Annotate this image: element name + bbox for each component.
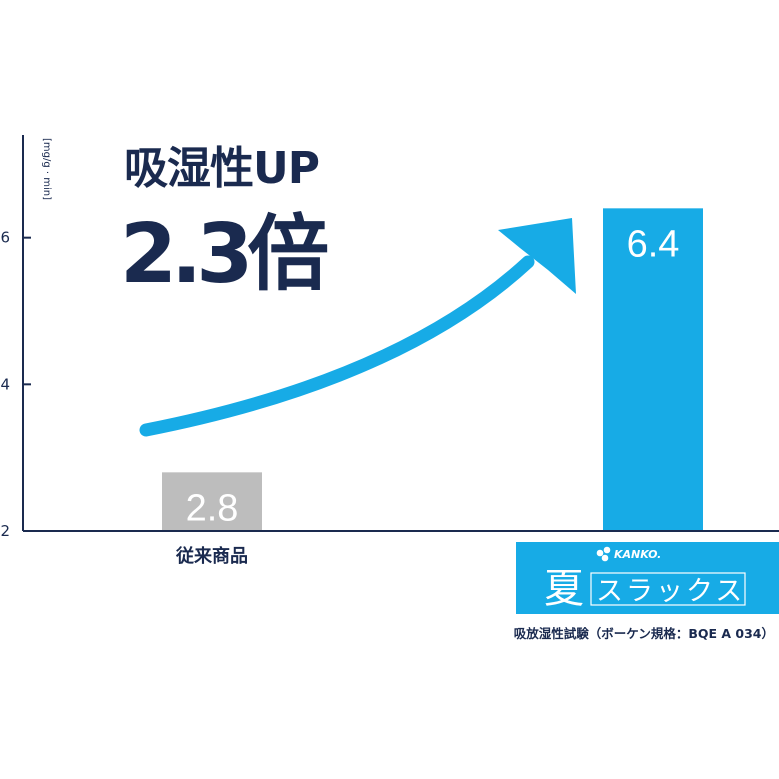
y-tick-label: 4: [0, 375, 10, 393]
kanko-logo-icon: [596, 546, 611, 562]
y-tick-label: 2: [0, 522, 10, 540]
category-label-conventional: 従来商品: [175, 545, 248, 567]
bar-value-label: 2.8: [186, 487, 239, 529]
brand-kana-frame: [590, 572, 746, 606]
brand-badge-bg: [516, 542, 779, 614]
y-tick-label: 6: [0, 229, 10, 247]
bar-summer-slacks: [603, 208, 703, 531]
bar-conventional: [162, 472, 262, 530]
y-ticks: 2 4 6: [0, 229, 31, 540]
brand-product-kana: スラックス: [596, 576, 745, 607]
headline-line-2: 2.3倍: [120, 207, 327, 302]
headline-line-1: 吸湿性UP: [124, 143, 319, 194]
brand-logo-text: KANKO.: [614, 548, 661, 561]
bar-value-label: 6.4: [627, 223, 680, 265]
growth-arrow-shaft: [139, 255, 535, 437]
y-unit-label: [mg/g · min]: [41, 138, 52, 200]
brand-badge: KANKO. 夏 スラックス: [516, 542, 779, 614]
brand-product-kanji: 夏: [544, 566, 584, 612]
test-method-footnote: 吸放湿性試験（ボーケン規格：BQE A 034）: [514, 626, 774, 641]
bars: 2.8 6.4: [162, 208, 703, 531]
growth-arrow-head: [498, 218, 576, 294]
